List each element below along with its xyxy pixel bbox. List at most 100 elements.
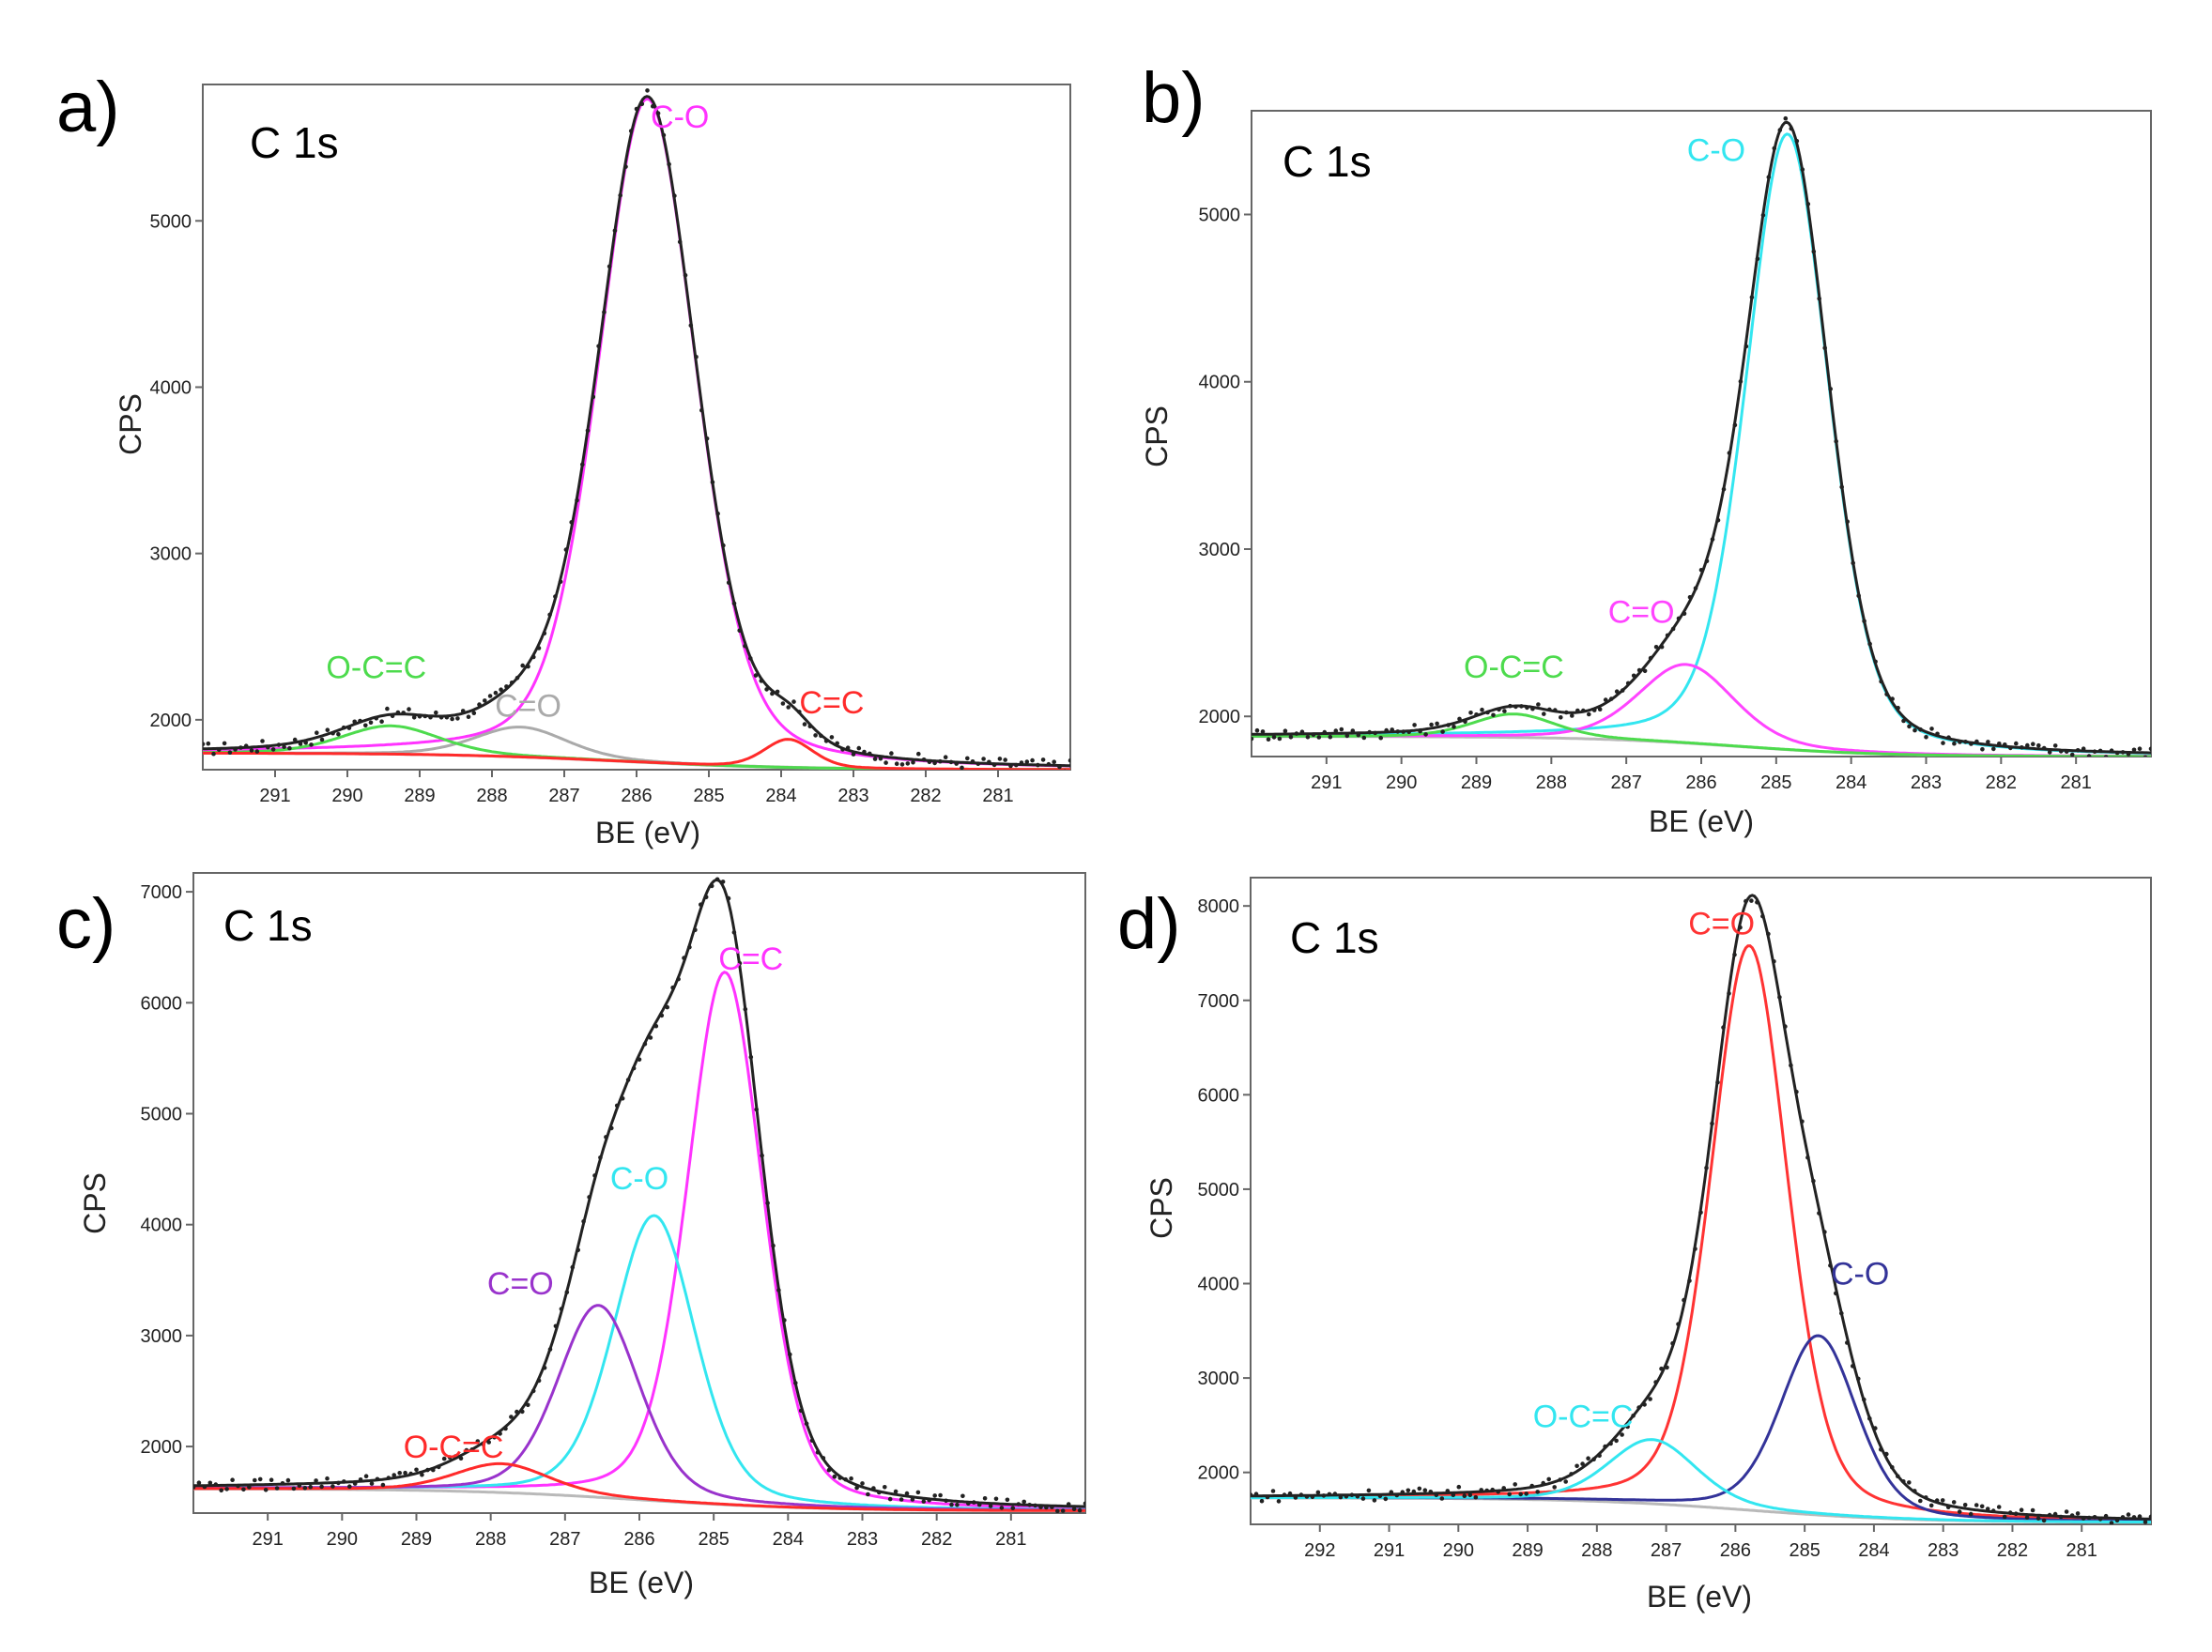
data-point xyxy=(1800,1119,1805,1124)
data-point xyxy=(260,739,265,743)
data-point xyxy=(1924,735,1928,740)
panel-d: 292 291 290 289 288 287 286 285 284 283 282 281 2000… xyxy=(1117,877,2152,1614)
data-point xyxy=(1856,593,1861,599)
y-tick-label: 5000 xyxy=(141,1104,183,1124)
data-point xyxy=(1036,762,1040,768)
x-tick-label: 285 xyxy=(1789,1540,1820,1561)
plot-frame xyxy=(202,84,1071,771)
data-point xyxy=(753,673,759,678)
data-point xyxy=(1631,1414,1636,1418)
data-point xyxy=(987,759,991,765)
data-point xyxy=(1687,1278,1692,1283)
data-point xyxy=(1935,731,1940,737)
data-point xyxy=(1288,735,1294,740)
data-point xyxy=(602,310,607,314)
data-point xyxy=(1077,1507,1083,1513)
data-point xyxy=(487,694,493,698)
data-point xyxy=(374,716,379,721)
data-point xyxy=(1451,1492,1456,1497)
data-point xyxy=(347,1484,352,1489)
data-point xyxy=(693,927,698,933)
data-point xyxy=(639,101,645,106)
data-point xyxy=(938,758,943,764)
data-point xyxy=(1333,728,1339,733)
data-point xyxy=(1038,1505,1043,1509)
data-point xyxy=(2002,1514,2007,1520)
data-point xyxy=(450,716,454,722)
data-point xyxy=(1755,256,1760,262)
data-point xyxy=(379,719,384,724)
data-point xyxy=(481,1442,485,1446)
data-point xyxy=(1794,139,1800,144)
data-point xyxy=(1328,734,1333,740)
data-point xyxy=(1546,1476,1551,1482)
data-point xyxy=(1839,484,1844,490)
data-point xyxy=(1446,723,1451,727)
data-point xyxy=(1642,1402,1647,1407)
component-o-c-c-curve xyxy=(1252,712,2151,757)
data-point xyxy=(2075,748,2081,753)
data-point xyxy=(1749,898,1754,903)
data-point xyxy=(854,1485,859,1491)
data-point xyxy=(1867,1415,1872,1421)
data-point xyxy=(1962,1503,1968,1507)
y-tick-label: 4000 xyxy=(1198,1275,1240,1295)
data-point xyxy=(1259,1498,1265,1504)
component-label-c-c: C=C xyxy=(718,941,783,977)
data-point xyxy=(780,701,786,706)
data-point xyxy=(298,742,303,746)
data-point xyxy=(2081,746,2086,751)
component-label-c-o: C-O xyxy=(1687,132,1745,168)
x-tick-label: 285 xyxy=(693,786,724,806)
data-point xyxy=(2069,1513,2075,1518)
data-point xyxy=(358,718,362,724)
data-point xyxy=(1066,1502,1071,1507)
data-point xyxy=(1985,1507,1990,1511)
data-point xyxy=(270,747,276,752)
data-point xyxy=(1614,1438,1619,1444)
data-point xyxy=(1907,1480,1912,1485)
data-point xyxy=(1732,952,1737,957)
data-point xyxy=(1266,737,1271,742)
data-point xyxy=(553,594,558,599)
data-point xyxy=(2052,743,2058,748)
data-point xyxy=(1270,1489,1276,1493)
data-point xyxy=(509,1415,514,1419)
data-point xyxy=(1743,344,1749,349)
data-point xyxy=(1749,295,1755,300)
data-point xyxy=(1587,711,1591,717)
data-point xyxy=(2120,750,2126,755)
data-point xyxy=(1721,1025,1726,1030)
x-tick-label: 286 xyxy=(1720,1540,1751,1561)
data-point xyxy=(1559,715,1563,720)
data-point xyxy=(417,714,422,719)
data-point xyxy=(1563,1479,1568,1484)
data-point xyxy=(411,715,417,720)
data-point xyxy=(1014,762,1019,768)
data-point xyxy=(1997,742,2002,746)
data-point xyxy=(1884,1451,1889,1457)
data-point xyxy=(363,723,368,728)
data-point xyxy=(1022,1499,1026,1505)
data-point xyxy=(431,1467,436,1473)
data-point xyxy=(916,751,921,757)
data-point xyxy=(438,715,444,720)
data-point xyxy=(1625,1424,1630,1430)
x-tick-label: 287 xyxy=(1610,772,1641,793)
data-point xyxy=(325,727,330,732)
data-point xyxy=(276,742,282,747)
y-tick-label: 2000 xyxy=(150,711,192,731)
data-point xyxy=(1704,558,1710,564)
data-point xyxy=(515,676,520,681)
data-point xyxy=(821,1456,826,1461)
data-point xyxy=(358,1477,363,1482)
data-point xyxy=(975,761,981,766)
x-tick-label: 287 xyxy=(1651,1540,1682,1561)
data-point xyxy=(475,1439,481,1444)
data-point xyxy=(1417,1486,1422,1491)
data-point xyxy=(743,643,747,649)
x-tick-label: 284 xyxy=(765,786,796,806)
data-point xyxy=(2047,750,2052,755)
data-point xyxy=(960,1493,965,1499)
data-point xyxy=(380,1482,386,1488)
